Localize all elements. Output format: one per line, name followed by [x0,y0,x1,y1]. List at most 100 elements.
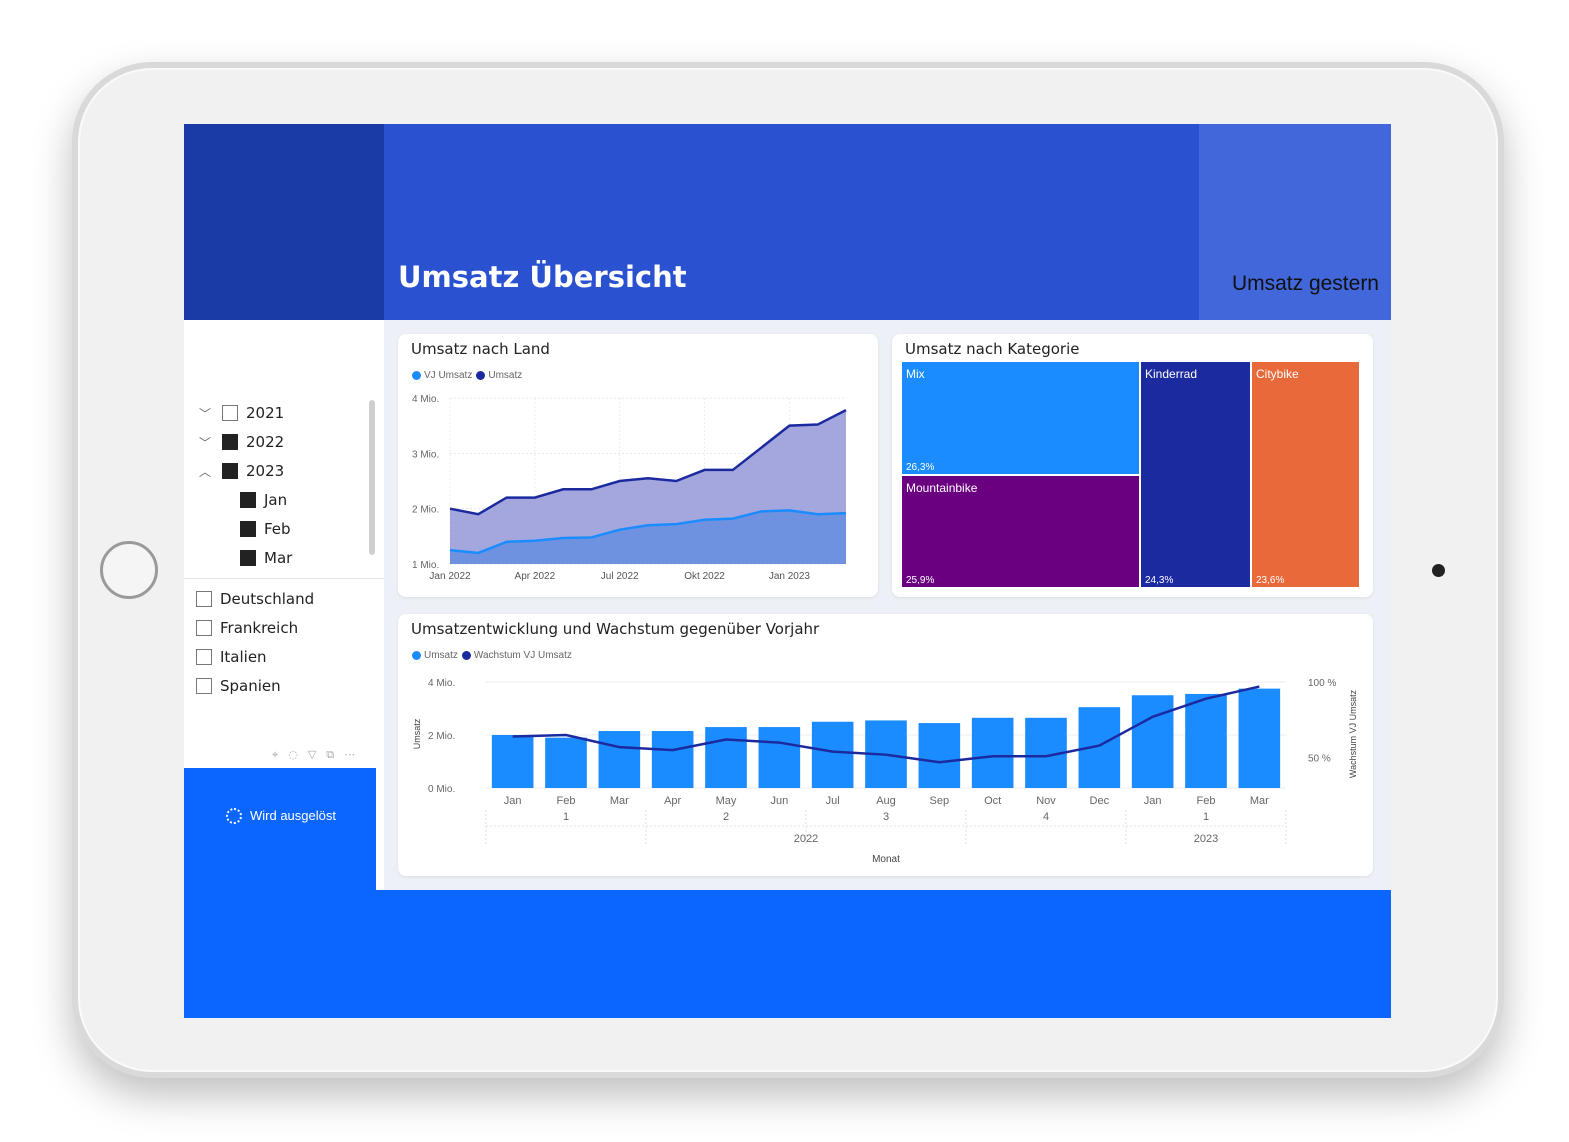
slicer-item-italien[interactable]: Italien [196,648,267,666]
checkbox[interactable] [196,678,212,694]
bar-umsatz[interactable] [758,727,801,788]
slicer-item-spanien[interactable]: Spanien [196,677,281,695]
slicer-scrollbar[interactable] [369,400,375,555]
legend-item-umsatz[interactable]: Umsatz [476,370,522,381]
y-axis-label: Umsatz [412,718,422,749]
y-tick-label: 2 Mio. [428,731,455,742]
legend-item-umsatz[interactable]: Umsatz [412,650,458,661]
x-tick-label: Feb [557,795,576,807]
header-main-panel: Umsatz Übersicht [384,124,1199,320]
y-tick-label: 3 Mio. [412,449,439,460]
slicer-label: Italien [220,648,267,666]
card-umsatzentwicklung[interactable]: Umsatzentwicklung und Wachstum gegenüber… [398,614,1373,876]
page-title: Umsatz Übersicht [398,260,687,294]
line-vj-umsatz [449,509,847,555]
y2-tick-label: 50 % [1308,754,1331,765]
chevron-down-icon[interactable]: ﹀ [198,435,211,450]
slicer-item-feb[interactable]: Feb [240,520,291,538]
x-tick-label: Aug [876,795,896,807]
slicer-item-2021[interactable]: ﹀ 2021 [198,404,284,422]
home-button[interactable] [100,541,158,599]
checkbox[interactable] [240,492,256,508]
bar-umsatz[interactable] [1238,688,1281,788]
tile-percent: 23,6% [1256,575,1284,586]
legend-item-wachstum[interactable]: Wachstum VJ Umsatz [461,650,572,661]
checkbox[interactable] [240,550,256,566]
year-label: 2023 [1194,833,1218,845]
slicer-label: 2022 [246,433,285,451]
quarter-label: 3 [883,811,889,823]
card-umsatz-nach-land[interactable]: Umsatz nach Land VJ Umsatz Umsatz 1 Mio.… [398,334,878,597]
chevron-up-icon[interactable]: ︿ [198,464,211,479]
checkbox[interactable] [196,591,212,607]
slicer-item-deutschland[interactable]: Deutschland [196,590,314,608]
checkbox[interactable] [240,521,256,537]
focus-icon[interactable]: ⧉ [326,748,345,761]
report-screen: Umsatz Übersicht Umsatz gestern ﹀ 2021 ﹀ 20… [184,124,1391,1018]
slicer-item-2023[interactable]: ︿ 2023 [198,462,284,480]
chart-legend: VJ Umsatz Umsatz [412,370,526,381]
y2-tick-label: 100 % [1308,678,1336,689]
tile-label: Mountainbike [906,481,978,495]
bar-umsatz[interactable] [971,717,1014,788]
bottom-bar [376,890,1391,1018]
checkbox[interactable] [222,463,238,479]
treemap-tile-citybike[interactable]: Citybike 23,6% [1252,362,1359,587]
tile-percent: 24,3% [1145,575,1173,586]
bar-umsatz[interactable] [918,723,961,788]
x-tick-label: Jul 2022 [601,571,639,582]
combo-chart: 0 Mio. 2 Mio. 4 Mio. 100 % 50 % Umsatz Wachstu… [412,678,1358,865]
y-tick-label: 1 Mio. [412,560,439,571]
treemap-tile-mountainbike[interactable]: Mountainbike 25,9% [902,476,1139,587]
y-tick-label: 2 Mio. [412,505,439,516]
legend-item-vj-umsatz[interactable]: VJ Umsatz [412,370,472,381]
visual-toolbar: ⌖◌▽⧉⋯ [272,748,365,762]
x-tick-label: Feb [1197,795,1216,807]
bar-umsatz[interactable] [705,727,747,788]
chart-legend: Umsatz Wachstum VJ Umsatz [412,650,576,661]
treemap-tile-kinderrad[interactable]: Kinderrad 24,3% [1141,362,1250,587]
bar-umsatz[interactable] [598,731,641,788]
chart-title: Umsatz nach Kategorie [905,340,1080,358]
slicer-item-frankreich[interactable]: Frankreich [196,619,298,637]
slicer-label: Mar [264,549,293,567]
tile-label: Citybike [1256,367,1299,381]
bar-umsatz[interactable] [1131,695,1174,788]
trigger-button[interactable]: Wird ausgelöst [184,768,376,1018]
tile-percent: 25,9% [906,575,934,586]
checkbox[interactable] [196,620,212,636]
slicer-label: Deutschland [220,590,315,608]
slicer-item-2022[interactable]: ﹀ 2022 [198,433,284,451]
header-left-panel [184,124,384,320]
x-tick-label: Dec [1090,795,1110,807]
card-umsatz-nach-kategorie[interactable]: Umsatz nach Kategorie Mix 26,3% Mountainbi… [892,334,1373,597]
x-tick-label: Oct [984,795,1001,807]
copy-icon[interactable]: ◌ [288,748,308,761]
kpi-card-yesterday[interactable]: Umsatz gestern [1199,124,1391,320]
slicer-label: Spanien [220,677,281,695]
filter-icon[interactable]: ▽ [307,748,327,761]
chart-title: Umsatzentwicklung und Wachstum gegenüber… [411,620,820,638]
more-icon[interactable]: ⋯ [344,748,366,761]
kpi-label: Umsatz gestern [1231,272,1379,295]
checkbox[interactable] [222,405,238,421]
bar-umsatz[interactable] [1185,693,1227,788]
bar-umsatz[interactable] [811,721,854,788]
chevron-down-icon[interactable]: ﹀ [198,406,211,421]
quarter-label: 2 [723,811,729,823]
slicer-label: 2021 [246,404,285,422]
treemap-tile-mix[interactable]: Mix 26,3% [902,362,1139,474]
slicer-item-mar[interactable]: Mar [240,549,292,567]
slicer-item-jan[interactable]: Jan [240,491,287,509]
camera-dot [1432,564,1445,577]
treemap-chart: Mix 26,3% Mountainbike 25,9% Kinderrad 24,3% C… [902,362,1359,587]
line-wachstum [512,685,1260,764]
bar-umsatz[interactable] [545,737,587,788]
tile-percent: 26,3% [906,462,934,473]
bar-umsatz[interactable] [651,731,694,788]
bar-umsatz[interactable] [491,735,534,788]
tile-rect [902,362,1139,474]
checkbox[interactable] [222,434,238,450]
checkbox[interactable] [196,649,212,665]
pin-icon[interactable]: ⌖ [272,748,289,761]
